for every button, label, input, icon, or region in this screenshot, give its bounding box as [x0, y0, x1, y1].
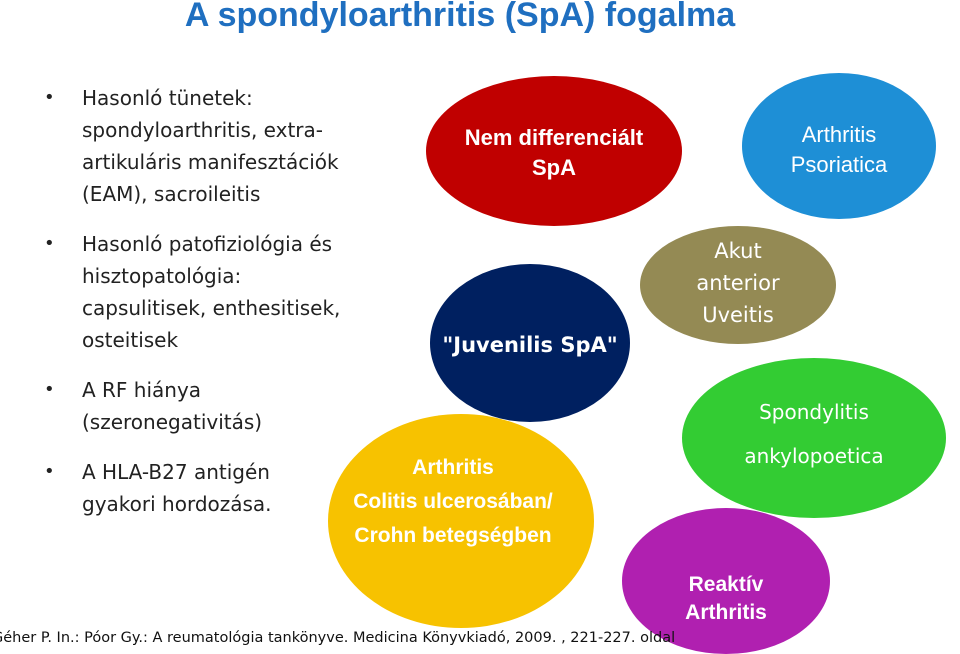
ellipse-akut-anterior-uveitis-label: Akut anterior Uveitis	[696, 239, 780, 327]
ellipse-arthritis-psoriatica: Arthritis Psoriatica	[742, 73, 936, 219]
ellipse-spondylitis: Spondylitis ankylopoetica	[682, 358, 946, 518]
slide-title: A spondyloarthritis (SpA) fogalma	[184, 0, 736, 34]
ellipse-ibd-arthritis-label: Arthritis Colitis ulcerosában/ Crohn bet…	[353, 456, 553, 547]
ellipse-nem-differencialt-label: Nem differenciált SpA	[464, 125, 644, 180]
bullet-text: A HLA-B27 antigén gyakori hordozása.	[82, 460, 272, 516]
ellipse-nem-differencialt: Nem differenciált SpA	[426, 76, 682, 226]
ellipse-reaktiv-arthritis: Reaktív Arthritis	[622, 508, 830, 654]
ellipse-arthritis-psoriatica-label: Arthritis Psoriatica	[790, 122, 888, 177]
ellipse-juvenilis-spa: "Juvenilis SpA"	[430, 264, 630, 422]
ellipse-ibd-arthritis: Arthritis Colitis ulcerosában/ Crohn bet…	[328, 414, 594, 628]
bullet-list: Hasonló tünetek: spondyloarthritis, extr…	[44, 82, 344, 538]
bullet-item: Hasonló tünetek: spondyloarthritis, extr…	[44, 82, 344, 210]
ellipse-akut-anterior-uveitis: Akut anterior Uveitis	[640, 226, 836, 344]
ellipse-spondylitis-label: Spondylitis ankylopoetica	[744, 400, 884, 468]
bullet-text: Hasonló patofiziológia és hisztopatológi…	[82, 232, 341, 352]
bullet-item: A HLA-B27 antigén gyakori hordozása.	[44, 456, 344, 520]
bullet-item: A RF hiánya (szeronegativitás)	[44, 374, 344, 438]
bullet-text: A RF hiánya (szeronegativitás)	[82, 378, 263, 434]
bullet-text: Hasonló tünetek: spondyloarthritis, extr…	[82, 86, 339, 206]
bullet-item: Hasonló patofiziológia és hisztopatológi…	[44, 228, 344, 356]
ellipse-juvenilis-spa-label: "Juvenilis SpA"	[442, 333, 618, 357]
ellipse-reaktiv-arthritis-label: Reaktív Arthritis	[685, 573, 767, 624]
citation-footer: Géher P. In.: Póor Gy.: A reumatológia t…	[0, 630, 676, 646]
